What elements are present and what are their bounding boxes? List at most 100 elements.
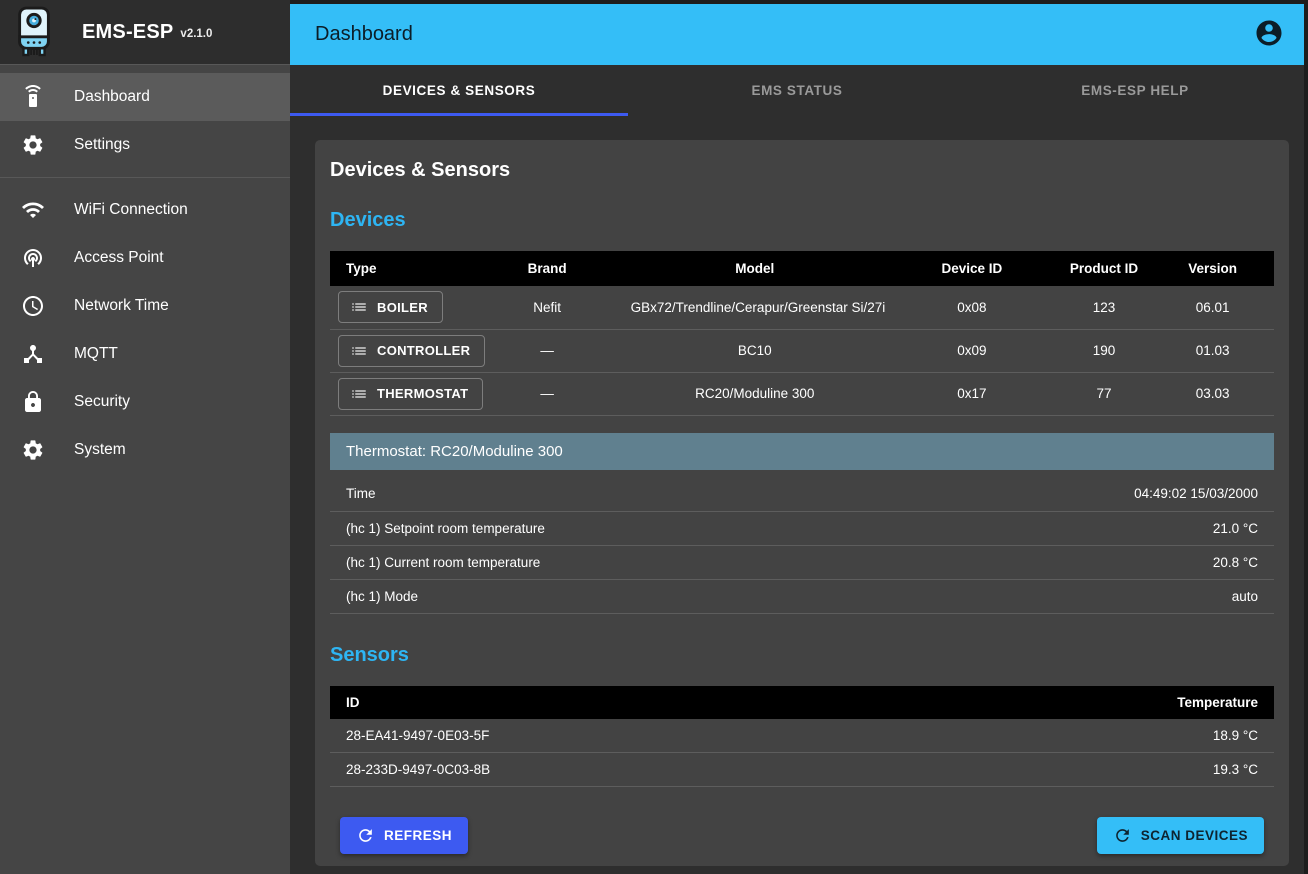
account-circle-icon [1254, 18, 1284, 51]
tab-ems-esp-help[interactable]: EMS-ESP Help [1081, 82, 1189, 98]
sensor-temperature: 18.9 °C [990, 718, 1274, 753]
tab-devices-sensors[interactable]: Devices & Sensors [290, 65, 628, 116]
device-product-id: 77 [1056, 372, 1152, 416]
devices-table-body: BOILER Nefit GBx72/Trendline/Cerapur/Green… [330, 286, 1274, 416]
devices-sensors-card: Devices & Sensors Devices Type Brand Model… [315, 140, 1289, 866]
sensor-row: 28-233D-9497-0C03-8B 19.3 °C [330, 752, 1274, 787]
device-detail-rows: Time 04:49:02 15/03/2000 (hc 1) Setpoint r… [330, 470, 1274, 614]
sensors-column-temperature: Temperature [990, 685, 1274, 719]
list-icon [352, 303, 366, 311]
sidebar-item-system[interactable]: System [0, 426, 290, 474]
refresh-icon [1113, 826, 1132, 845]
sidebar-item-access-point[interactable]: Access Point [0, 234, 290, 282]
scan-devices-button-label: SCAN DEVICES [1140, 828, 1248, 843]
device-type-cell: BOILER [330, 286, 472, 330]
device-model: BC10 [622, 329, 887, 373]
device-version: 01.03 [1151, 329, 1274, 373]
card-title: Devices & Sensors [330, 159, 511, 181]
sidebar-item-mqtt[interactable]: MQTT [0, 330, 290, 378]
devices-table-header-row: Type Brand Model Device ID Product ID Version [330, 251, 1274, 286]
device-detail-row: (hc 1) Setpoint room temperature 21.0 °C [330, 512, 1274, 546]
device-brand: — [471, 329, 623, 373]
list-icon [352, 389, 366, 398]
page-title: Dashboard [315, 23, 413, 45]
device-model: GBx72/Trendline/Cerapur/Greenstar Si/27i [622, 286, 887, 330]
device-brand: Nefit [471, 286, 623, 330]
device-type-button[interactable]: THERMOSTAT [338, 377, 484, 410]
scan-devices-button[interactable]: SCAN DEVICES [1096, 817, 1264, 854]
detail-label: Time [346, 485, 376, 501]
device-model: RC20/Moduline 300 [622, 372, 887, 416]
devices-column-type: Type [330, 251, 472, 286]
sidebar-item-dashboard[interactable]: Dashboard [0, 73, 290, 121]
devices-column-model: Model [622, 251, 887, 286]
devices-column-version: Version [1151, 251, 1274, 286]
boiler-logo-icon [18, 6, 50, 57]
main-area: Dashboard Devices & Sensors EMS Status EMS… [290, 0, 1308, 874]
device-row: CONTROLLER — BC10 0x09 190 01.03 [330, 329, 1274, 373]
list-icon [352, 346, 366, 355]
device-detail-row: (hc 1) Mode auto [330, 580, 1274, 614]
device-type-label: THERMOSTAT [377, 386, 469, 401]
device-type-button[interactable]: BOILER [338, 291, 443, 324]
sidebar-item-wifi-connection[interactable]: WiFi Connection [0, 186, 290, 234]
sensors-table-header-row: ID Temperature [330, 685, 1274, 719]
sidebar-divider [0, 177, 290, 178]
app-title: EMS-ESP [82, 20, 174, 43]
device-row: THERMOSTAT — RC20/Moduline 300 0x17 77 03.03 [330, 372, 1274, 416]
refresh-button[interactable]: REFRESH [340, 817, 469, 854]
device-detail-title: Thermostat: RC20/Moduline 300 [346, 442, 563, 460]
detail-label: (hc 1) Mode [346, 588, 419, 604]
sidebar-header: EMS-ESP v2.1.0 [0, 0, 290, 65]
account-circle-icon [1256, 20, 1282, 46]
sensor-temperature: 19.3 °C [990, 752, 1274, 787]
refresh-icon [356, 826, 375, 845]
sidebar-item-label: Security [74, 393, 130, 410]
device-detail-row: (hc 1) Current room temperature 20.8 °C [330, 546, 1274, 580]
device-type-label: BOILER [377, 299, 428, 315]
device-detail-title-bar: Thermostat: RC20/Moduline 300 [330, 432, 1274, 470]
sidebar-item-label: WiFi Connection [74, 201, 188, 218]
detail-value: 20.8 °C [1212, 554, 1258, 570]
refresh-button-label: REFRESH [384, 828, 453, 843]
device-type-button[interactable]: CONTROLLER [338, 334, 486, 367]
sensors-table: ID Temperature 28-EA41-9497-0E03-5F 18.9 °… [330, 685, 1274, 787]
detail-label: (hc 1) Setpoint room temperature [346, 520, 545, 536]
sidebar-item-security[interactable]: Security [0, 378, 290, 426]
sidebar-item-settings[interactable]: Settings [0, 121, 290, 169]
wifi-icon [22, 202, 44, 218]
sidebar-item-label: Dashboard [74, 88, 150, 105]
sensors-table-body: 28-EA41-9497-0E03-5F 18.9 °C 28-233D-9497-… [330, 718, 1274, 787]
detail-label: (hc 1) Current room temperature [346, 554, 541, 570]
clock-icon [23, 296, 43, 316]
device-type-cell: CONTROLLER [330, 329, 486, 373]
hub-icon [24, 345, 42, 363]
device-version: 03.03 [1151, 372, 1274, 416]
sidebar-item-network-time[interactable]: Network Time [0, 282, 290, 330]
appbar: Dashboard [290, 4, 1304, 65]
device-id: 0x08 [886, 286, 1057, 330]
gear-icon [23, 440, 43, 460]
sidebar-item-label: System [74, 441, 126, 458]
sidebar-item-label: MQTT [74, 345, 118, 362]
remote-icon [25, 85, 41, 107]
device-version: 06.01 [1151, 286, 1274, 330]
sidebar: EMS-ESP v2.1.0 Dashboard Settings WiFi Con… [0, 0, 290, 874]
sensors-heading: Sensors [330, 643, 409, 666]
gear-icon [23, 135, 43, 155]
sensor-id: 28-233D-9497-0C03-8B [330, 752, 991, 787]
devices-column-device-id: Device ID [886, 251, 1057, 286]
sidebar-item-label: Settings [74, 136, 131, 153]
refresh-icon [1115, 829, 1129, 842]
sensors-column-id: ID [330, 685, 991, 719]
device-type-cell: THERMOSTAT [330, 372, 484, 416]
sidebar-item-label: Network Time [74, 297, 169, 314]
sensor-row: 28-EA41-9497-0E03-5F 18.9 °C [330, 718, 1274, 753]
account-button[interactable] [1254, 18, 1284, 51]
detail-value: 04:49:02 15/03/2000 [1134, 485, 1258, 501]
devices-table: Type Brand Model Device ID Product ID Version… [330, 251, 1274, 416]
device-brand: — [471, 372, 623, 416]
device-id: 0x17 [886, 372, 1057, 416]
tab-ems-status[interactable]: EMS Status [751, 82, 843, 98]
